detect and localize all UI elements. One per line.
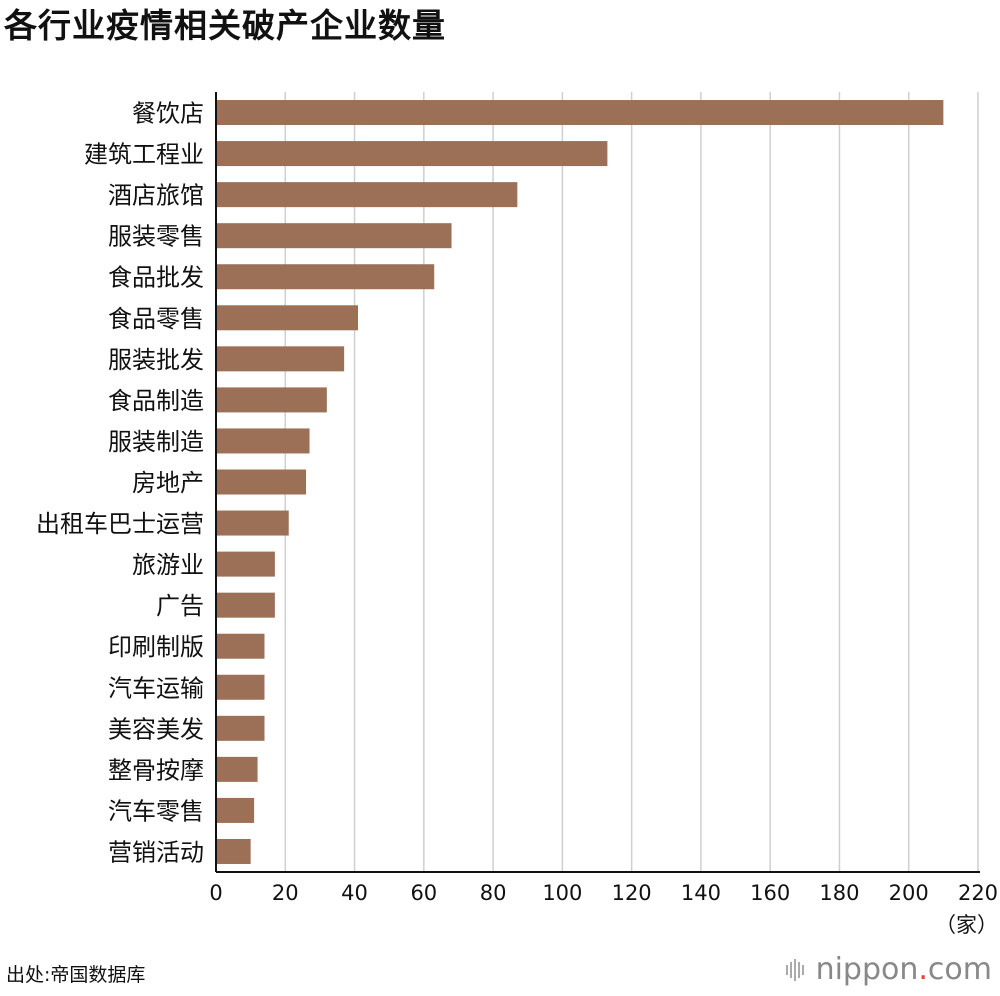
category-label: 美容美发 bbox=[108, 715, 204, 743]
x-tick-label: 80 bbox=[480, 881, 507, 905]
bar bbox=[216, 182, 518, 208]
category-label: 餐饮店 bbox=[132, 100, 204, 128]
category-label: 汽车运输 bbox=[108, 674, 204, 702]
bar bbox=[216, 305, 359, 331]
x-tick-label: 220 bbox=[958, 881, 998, 905]
bar bbox=[216, 633, 265, 659]
bar bbox=[216, 469, 307, 495]
bar bbox=[216, 838, 251, 864]
bar bbox=[216, 346, 345, 372]
x-tick-label: 60 bbox=[410, 881, 437, 905]
x-axis-unit: （家） bbox=[935, 913, 998, 937]
category-label: 出租车巴士运营 bbox=[36, 510, 204, 538]
category-label: 服装制造 bbox=[108, 428, 204, 456]
x-tick-label: 0 bbox=[209, 881, 222, 905]
category-label: 印刷制版 bbox=[108, 633, 204, 661]
x-tick-label: 100 bbox=[542, 881, 582, 905]
source-note: 出处:帝国数据库 bbox=[6, 964, 146, 986]
x-tick-label: 20 bbox=[272, 881, 299, 905]
category-label: 整骨按摩 bbox=[108, 756, 204, 784]
bar bbox=[216, 592, 275, 618]
brand-logo: nippon.com bbox=[784, 952, 992, 987]
category-label: 食品制造 bbox=[108, 387, 204, 415]
category-label: 汽车零售 bbox=[108, 797, 204, 825]
category-label: 服装零售 bbox=[108, 223, 204, 251]
x-tick-label: 140 bbox=[681, 881, 721, 905]
x-tick-label: 180 bbox=[819, 881, 859, 905]
x-tick-labels: 0 20 40 60 80 100 120 140 160 180 200 220 bbox=[209, 881, 998, 905]
category-label: 旅游业 bbox=[132, 551, 204, 579]
nippon-logo-icon bbox=[785, 958, 804, 981]
chart-title: 各行业疫情相关破产企业数量 bbox=[4, 6, 446, 45]
x-tick-label: 160 bbox=[750, 881, 790, 905]
category-label: 房地产 bbox=[132, 469, 204, 497]
bar bbox=[216, 551, 275, 577]
category-label: 广告 bbox=[156, 592, 204, 620]
category-label: 食品批发 bbox=[108, 264, 204, 292]
x-tick-label: 120 bbox=[612, 881, 652, 905]
brand-dot: . bbox=[918, 952, 928, 987]
bars bbox=[216, 100, 944, 864]
grid-lines bbox=[284, 92, 979, 872]
x-tick-label: 200 bbox=[889, 881, 929, 905]
category-label: 服装批发 bbox=[108, 346, 204, 374]
bar bbox=[216, 387, 327, 413]
category-label: 酒店旅馆 bbox=[108, 182, 204, 210]
bar-chart: 餐饮店建筑工程业酒店旅馆服装零售食品批发食品零售服装批发食品制造服装制造房地产出… bbox=[36, 92, 998, 937]
brand-suffix: com bbox=[927, 952, 992, 987]
bar bbox=[216, 674, 265, 700]
category-labels: 餐饮店建筑工程业酒店旅馆服装零售食品批发食品零售服装批发食品制造服装制造房地产出… bbox=[36, 100, 204, 867]
x-tick-label: 40 bbox=[341, 881, 368, 905]
bar bbox=[216, 715, 265, 741]
brand-main: nippon bbox=[815, 952, 919, 987]
bar bbox=[216, 223, 452, 249]
category-label: 食品零售 bbox=[108, 305, 204, 333]
bar bbox=[216, 428, 310, 454]
bar bbox=[216, 510, 289, 536]
category-label: 营销活动 bbox=[108, 838, 204, 866]
bar bbox=[216, 264, 435, 290]
bar bbox=[216, 141, 608, 167]
category-label: 建筑工程业 bbox=[84, 141, 204, 169]
axes bbox=[215, 92, 980, 873]
bar bbox=[216, 797, 255, 823]
bar bbox=[216, 756, 258, 782]
bar bbox=[216, 100, 944, 126]
